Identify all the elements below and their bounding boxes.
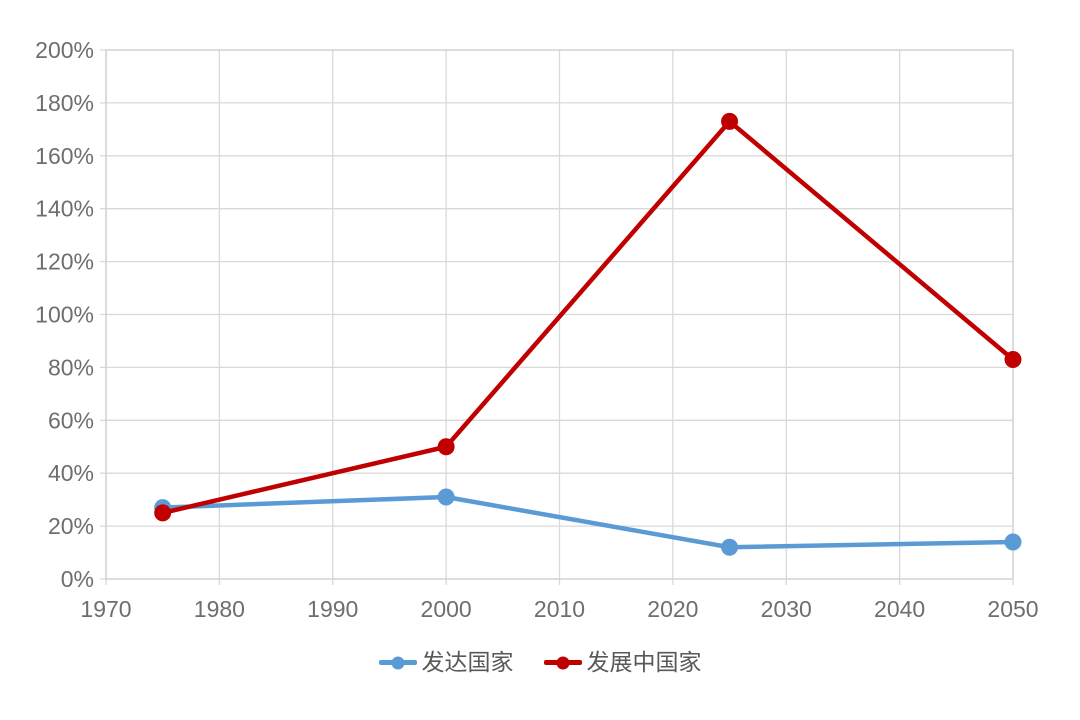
x-axis-tick-label: 2010 xyxy=(534,596,585,622)
y-axis-tick-label: 60% xyxy=(48,407,94,433)
y-axis-tick-label: 200% xyxy=(35,37,94,63)
series-line-0 xyxy=(160,494,1016,550)
y-axis-tick-label: 40% xyxy=(48,460,94,486)
data-point xyxy=(154,504,172,522)
data-point xyxy=(1004,533,1022,551)
y-axis-tick-label: 180% xyxy=(35,90,94,116)
data-point xyxy=(721,538,739,556)
x-axis-tick-label: 2050 xyxy=(987,596,1038,622)
chart-legend: 发达国家 发展中国家 xyxy=(0,651,1080,674)
data-point xyxy=(721,112,739,130)
x-axis-tick-label: 1990 xyxy=(307,596,358,622)
legend-marker-dot-developed xyxy=(391,656,404,669)
y-axis-tick-label: 100% xyxy=(35,302,94,328)
series-line-1 xyxy=(160,119,1016,516)
x-axis-tick-label: 2030 xyxy=(761,596,812,622)
x-axis-tick-label: 1970 xyxy=(80,596,131,622)
legend-marker-dot-developing xyxy=(556,656,569,669)
x-axis-tick-label: 2000 xyxy=(421,596,472,622)
data-point xyxy=(1004,350,1022,368)
x-axis-tick-label: 2020 xyxy=(647,596,698,622)
y-axis-tick-label: 80% xyxy=(48,354,94,380)
y-axis-tick-label: 160% xyxy=(35,143,94,169)
data-point xyxy=(437,438,455,456)
y-axis-tick-label: 140% xyxy=(35,196,94,222)
legend-label-developed: 发达国家 xyxy=(421,649,514,675)
y-axis-tick-label: 20% xyxy=(48,513,94,539)
y-axis-tick-label: 0% xyxy=(61,566,94,592)
y-axis-tick-label: 120% xyxy=(35,249,94,275)
legend-item-developed: 发达国家 xyxy=(378,649,514,675)
x-axis-tick-label: 2040 xyxy=(874,596,925,622)
data-point xyxy=(437,488,455,506)
plot-border xyxy=(105,49,1014,580)
legend-label-developing: 发展中国家 xyxy=(586,649,702,675)
legend-item-developing: 发展中国家 xyxy=(543,649,702,675)
legend-marker-line-developed xyxy=(378,656,417,669)
legend-marker-line-developing xyxy=(543,656,582,669)
x-axis-tick-label: 1980 xyxy=(194,596,245,622)
